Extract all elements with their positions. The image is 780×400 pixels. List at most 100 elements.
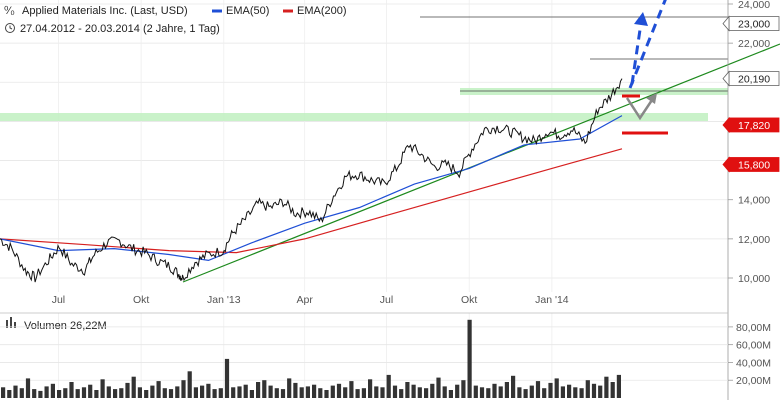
volume-bar (181, 380, 186, 398)
price-line (0, 78, 623, 283)
volume-bar (305, 386, 310, 398)
volume-bar (591, 383, 597, 398)
volume-bar (119, 388, 124, 398)
volume-bar (604, 376, 609, 398)
volume-bar (492, 383, 497, 398)
x-tick-label: Jul (380, 294, 393, 306)
volume-bar (417, 387, 422, 398)
volume-bar (324, 390, 329, 398)
volume-bar (175, 386, 180, 398)
volume-bar (318, 388, 323, 398)
volume-bar (44, 386, 49, 398)
volume-bar (392, 385, 398, 398)
volume-bar (523, 389, 528, 398)
volume-bar (442, 386, 447, 398)
volume-bar (498, 386, 503, 398)
volume-bar (405, 382, 410, 398)
volume-bar (63, 388, 68, 398)
price-tag-pointer (722, 15, 730, 32)
price-tags: 23,000 20,190 17,820 15,800 (722, 15, 780, 173)
volume-bar (25, 378, 31, 398)
x-tick-label: Jan '13 (207, 294, 241, 306)
resistance-zone-upper (460, 88, 728, 95)
settings-icon[interactable]: ⁰⁄₀ (4, 5, 15, 17)
y-tick-label: 14,000 (738, 195, 770, 207)
volume-bar (268, 385, 273, 398)
legend-label-ema50: EMA(50) (226, 5, 269, 17)
volume-bar (567, 384, 572, 398)
chart-header: ⁰⁄₀ Applied Materials Inc. (Last, USD) E… (4, 5, 347, 35)
volume-bar (585, 380, 590, 398)
volume-bar (231, 387, 236, 398)
volume-bar (598, 385, 603, 398)
volume-value: 26,22M (70, 320, 107, 332)
volume-bar (461, 380, 466, 398)
y-axis-ticks: 24,00022,00018,00016,00014,00012,00010,0… (728, 0, 770, 285)
volume-bar (386, 374, 391, 398)
legend-label-ema200: EMA(200) (297, 5, 347, 17)
volume-bar (361, 388, 366, 398)
x-tick-label: Jul (52, 294, 65, 306)
volume-bar (200, 385, 205, 398)
volume-bar (548, 382, 553, 398)
volume-bar (299, 387, 304, 398)
volume-bar (32, 389, 37, 398)
volume-header: Volumen 26,22M (6, 317, 107, 332)
volume-bar (212, 389, 217, 398)
volume-bar (13, 385, 18, 398)
volume-bar (193, 387, 198, 398)
volume-bar (436, 377, 441, 398)
volume-bar (19, 388, 24, 398)
volume-bar (287, 378, 292, 398)
ema200-line (0, 148, 623, 254)
x-tick-label: Okt (133, 294, 149, 306)
price-tag-label: 15,800 (738, 159, 770, 171)
price-tag-pointer (722, 116, 730, 134)
x-tick-label: Okt (461, 294, 477, 306)
volume-bar (430, 383, 435, 398)
volume-bar (424, 388, 429, 398)
volume-bar (374, 386, 379, 398)
x-tick-label: Apr (297, 294, 314, 306)
volume-bar (50, 383, 55, 398)
volume-bar (280, 389, 286, 398)
volume-bar (504, 382, 509, 398)
volume-bar (486, 388, 491, 398)
volume-bar (150, 385, 155, 398)
volume-bar (94, 390, 99, 398)
volume-bar (162, 388, 167, 398)
volume-axis-ticks: 80,00M 60,00M 40,00M 20,00M (728, 322, 771, 387)
clock-icon (5, 23, 15, 33)
volume-tick-label: 20,00M (736, 375, 771, 387)
volume-bar (511, 375, 516, 398)
volume-bar (399, 389, 404, 398)
clock-icon-hands (9, 25, 13, 30)
x-tick-label: Jan '14 (535, 294, 569, 306)
volume-bar (168, 389, 174, 398)
volume-bar (274, 388, 279, 398)
chart-title: Applied Materials Inc. (Last, USD) (22, 5, 188, 17)
volume-bar (560, 386, 565, 398)
volume-bar (336, 383, 342, 398)
volume-label: Volumen (24, 320, 67, 332)
volume-bar (368, 379, 373, 398)
volume-bar (355, 389, 360, 398)
volume-bar (206, 383, 211, 398)
volume-bar (69, 382, 74, 398)
volume-bar (88, 384, 93, 398)
pullback-arrow (625, 97, 654, 121)
volume-bar (224, 358, 230, 398)
volume-bar (573, 387, 578, 398)
volume-bar (349, 381, 354, 398)
volume-bars (1, 319, 621, 398)
vertical-gridlines (58, 0, 553, 400)
volume-bar (610, 382, 615, 398)
volume-bar (106, 386, 111, 398)
y-tick-label: 12,000 (738, 234, 770, 246)
volume-bar (473, 385, 478, 398)
pullback-arrow-head (646, 93, 657, 104)
volume-bar (479, 387, 485, 398)
price-panel (0, 0, 728, 305)
volume-bar (38, 390, 43, 398)
